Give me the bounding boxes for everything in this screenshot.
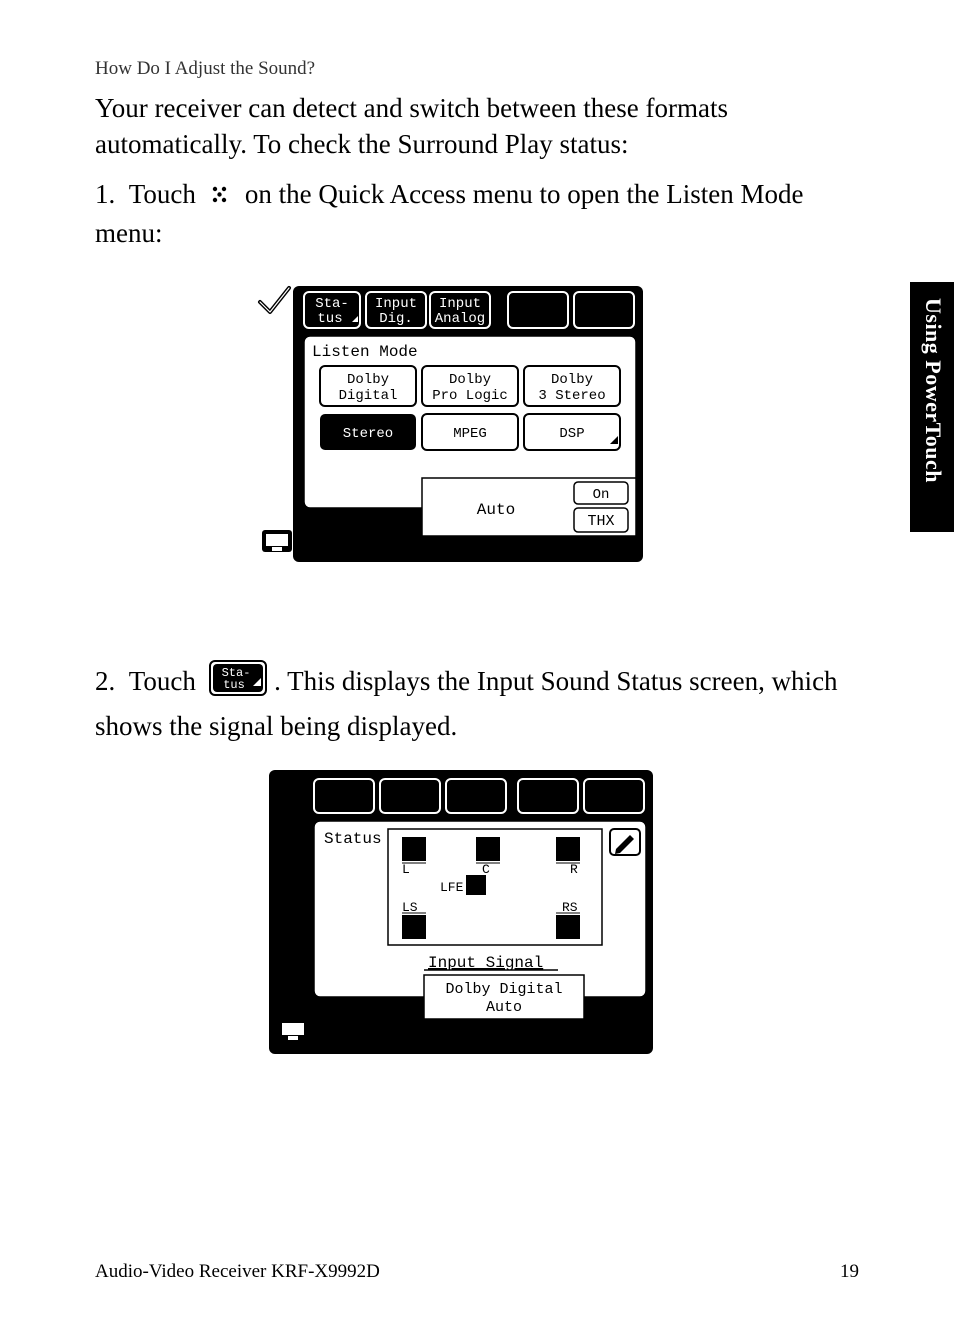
checkmark-icon xyxy=(260,288,289,312)
svg-text:Pro Logic: Pro Logic xyxy=(432,388,508,404)
svg-text:tus: tus xyxy=(224,678,246,692)
step2-posttext: . This displays the Input Sound Status s… xyxy=(95,666,838,741)
svg-text:C: C xyxy=(482,862,490,877)
tab-status-line1: Sta- xyxy=(315,296,349,312)
svg-text:On: On xyxy=(593,487,610,503)
page-number: 19 xyxy=(840,1261,859,1283)
step1-pretext: 1. Touch xyxy=(95,179,203,209)
quick-access-icon xyxy=(209,179,231,215)
svg-text:Dig.: Dig. xyxy=(379,311,413,327)
svg-text:L: L xyxy=(402,862,410,877)
svg-text:Dolby: Dolby xyxy=(551,372,593,388)
svg-text:Dolby Digital: Dolby Digital xyxy=(445,981,562,998)
step-2: 2. Touch Sta- tus . This displays the In… xyxy=(95,660,865,746)
listen-mode-screenshot: Sta- tus Input Dig. Input Analog Listen … xyxy=(256,282,646,571)
svg-text:Dolby: Dolby xyxy=(449,372,491,388)
step-1: 1. Touch on the Quick Access menu to ope… xyxy=(95,176,855,251)
page-header: How Do I Adjust the Sound? xyxy=(95,58,315,80)
svg-text:Input: Input xyxy=(375,296,417,312)
svg-text:LFE: LFE xyxy=(440,880,464,895)
tab-status-line2: tus xyxy=(317,311,342,327)
svg-text:Auto: Auto xyxy=(486,999,522,1016)
side-tab: Using PowerTouch xyxy=(910,282,954,532)
svg-text:3 Stereo: 3 Stereo xyxy=(538,388,605,404)
status-screenshot: Status L C R LFE LS xyxy=(268,769,654,1060)
panel-title: Listen Mode xyxy=(312,343,418,361)
edit-icon xyxy=(610,829,640,855)
svg-text:Input: Input xyxy=(439,296,481,312)
footer-model: Audio-Video Receiver KRF-X9992D xyxy=(95,1261,380,1283)
status-button-inline-icon: Sta- tus xyxy=(209,660,267,707)
intro-paragraph: Your receiver can detect and switch betw… xyxy=(95,90,855,163)
svg-text:DSP: DSP xyxy=(559,426,584,442)
step2-pretext: 2. Touch xyxy=(95,666,203,696)
side-tab-label: Using PowerTouch xyxy=(920,298,946,483)
svg-text:MPEG: MPEG xyxy=(453,426,487,442)
svg-text:Dolby: Dolby xyxy=(347,372,389,388)
svg-text:Status: Status xyxy=(324,830,382,848)
monitor-icon xyxy=(278,1019,308,1041)
svg-text:Auto: Auto xyxy=(477,501,515,519)
svg-text:R: R xyxy=(570,862,578,877)
monitor-icon xyxy=(262,530,292,552)
svg-text:THX: THX xyxy=(587,513,614,530)
svg-text:Analog: Analog xyxy=(435,311,485,327)
svg-text:Stereo: Stereo xyxy=(343,426,393,442)
svg-text:Digital: Digital xyxy=(339,388,398,404)
